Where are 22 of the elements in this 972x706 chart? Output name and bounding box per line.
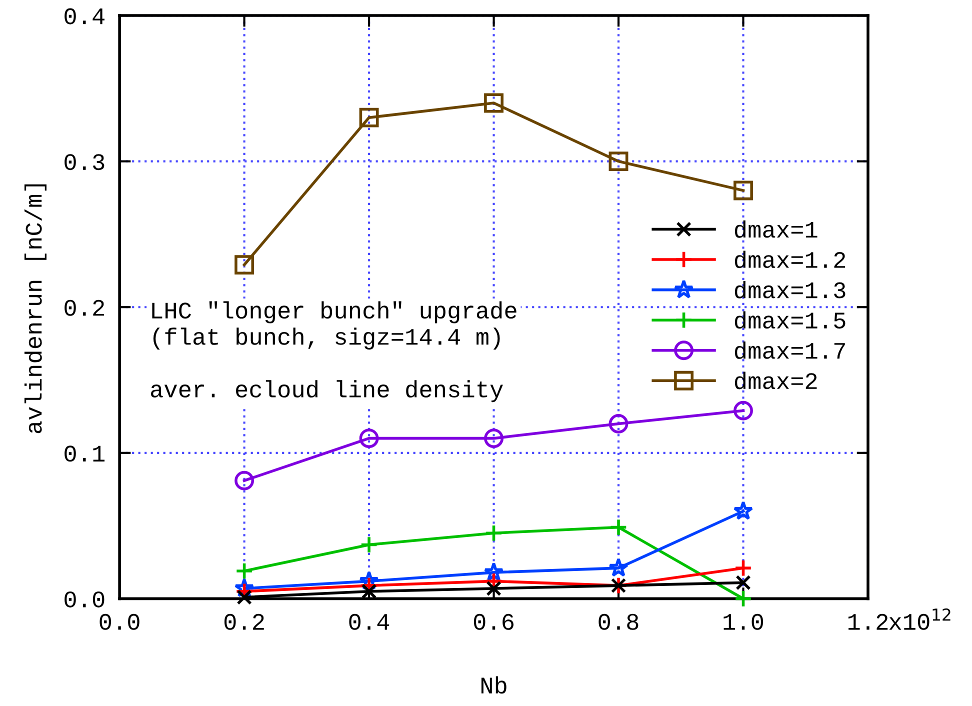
legend-label: dmax=1.5 [734, 311, 846, 329]
x-tick-label: 0.6 [474, 614, 514, 630]
x-tick-label: 0.8 [598, 614, 638, 630]
y-tick-label: 0.2 [64, 300, 104, 316]
x-tick-label: 0.2 [224, 614, 264, 630]
text: LHC "longer bunch" upgrade (flat bunch, sigz=14.4 m) aver. ecloud line density [150, 301, 516, 402]
x-tick-label: 0.4 [349, 614, 390, 630]
y-tick-label: 0.3 [64, 154, 104, 170]
y-tick-label: 0.4 [64, 8, 104, 24]
legend-label: dmax=1 [734, 220, 818, 238]
legend-label: dmax=1.2 [734, 250, 846, 268]
y-tick-label: 0.0 [64, 591, 104, 608]
x-tick-label: 1.2 [848, 614, 888, 630]
x-tick-label: 0.0 [100, 614, 140, 630]
legend-label: dmax=2 [734, 372, 817, 390]
y-axis-title: avlindenrun [nC/m] [24, 184, 46, 434]
text: x10$^{12}$ [889, 608, 950, 630]
y-tick-label: 0.1 [64, 446, 105, 462]
x-axis-title: Nb [481, 676, 506, 694]
legend-label: dmax=1.3 [734, 280, 846, 298]
x-tick-label: 1.0 [724, 614, 764, 630]
legend-label: dmax=1.7 [734, 342, 845, 359]
